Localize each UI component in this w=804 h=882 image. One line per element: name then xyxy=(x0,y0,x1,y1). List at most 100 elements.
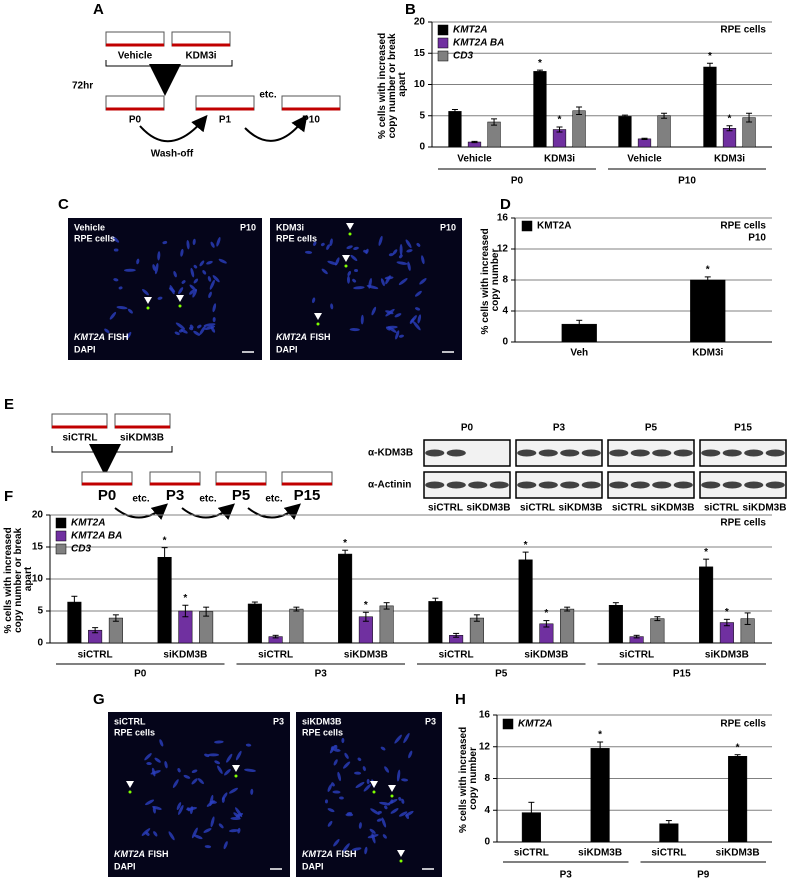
chromosome xyxy=(226,753,233,763)
chromosome xyxy=(404,810,414,817)
group-label: P3 xyxy=(560,870,573,881)
y-tick-label: 0 xyxy=(484,837,490,848)
chromosome xyxy=(360,314,364,325)
y-axis-label: % cells with increased copy number or br… xyxy=(3,525,34,634)
chromosome xyxy=(385,310,394,315)
chromosome xyxy=(333,839,340,847)
error-bar xyxy=(453,632,460,638)
legend-label: KMT2A xyxy=(518,719,552,730)
chromosome xyxy=(217,765,223,774)
passage: P15 xyxy=(294,487,321,504)
chromosome xyxy=(414,307,421,311)
chromosome xyxy=(191,769,198,774)
error-bar xyxy=(744,612,751,625)
chromosome xyxy=(353,286,365,290)
chromosome xyxy=(390,808,399,814)
chromosome xyxy=(113,278,119,282)
panel-label: D xyxy=(500,196,511,213)
arrowhead xyxy=(342,255,350,262)
blot-band xyxy=(609,481,629,489)
chromosome xyxy=(387,326,397,333)
error-bar xyxy=(633,634,640,639)
significance: * xyxy=(163,535,167,546)
chromosome xyxy=(169,285,175,295)
error-bar xyxy=(451,109,458,114)
image-label: RPE cells xyxy=(114,727,155,737)
bar xyxy=(448,111,462,148)
bar xyxy=(608,604,623,644)
y-tick-label: 4 xyxy=(484,805,490,816)
washoff: Wash-off xyxy=(151,149,194,160)
error-bar xyxy=(161,547,168,568)
chromosome xyxy=(384,805,388,810)
condition: siKDM3B xyxy=(120,433,164,444)
legend-label: KMT2A BA xyxy=(453,38,504,49)
image-label: RPE cells xyxy=(302,727,343,737)
chromosome xyxy=(350,254,358,262)
group-label: P15 xyxy=(673,669,691,680)
blot-band xyxy=(517,481,537,489)
chromosome xyxy=(245,743,252,747)
blot-band xyxy=(446,449,466,457)
etc: etc. xyxy=(259,90,276,101)
blot-band xyxy=(468,481,488,489)
chromosome xyxy=(396,261,408,265)
x-tick-label: siKDM3B xyxy=(163,650,207,661)
image-label: Vehicle xyxy=(74,222,105,232)
x-tick-label: siKDM3B xyxy=(578,848,622,859)
y-tick-label: 20 xyxy=(414,17,426,28)
chromosome xyxy=(351,847,362,851)
note: RPE cells xyxy=(720,25,766,36)
chromosome xyxy=(333,748,341,752)
lane-label: siCTRL xyxy=(520,503,555,514)
chromosome xyxy=(329,238,333,247)
x-tick-label: siCTRL xyxy=(258,650,293,661)
chromosome xyxy=(159,739,164,747)
chromosome xyxy=(346,811,353,815)
y-tick-label: 16 xyxy=(497,213,509,224)
image-probe: KMT2A FISH xyxy=(114,849,169,859)
chromosome xyxy=(396,769,401,782)
arrowhead xyxy=(346,223,354,230)
error-bar xyxy=(576,319,583,329)
chromosome xyxy=(398,796,402,801)
chromosome xyxy=(354,269,359,273)
chromosome xyxy=(331,782,335,787)
chromosome xyxy=(399,254,403,259)
chromosome xyxy=(304,250,313,254)
error-bar xyxy=(112,614,119,622)
chromosome xyxy=(168,831,175,841)
error-bar xyxy=(536,69,543,74)
chromosome xyxy=(112,236,120,243)
condition: Vehicle xyxy=(118,51,153,62)
image-probe: KMT2A FISH xyxy=(302,849,357,859)
chromosome xyxy=(191,778,198,785)
chromosome xyxy=(228,829,239,833)
bar xyxy=(728,756,748,843)
blot-band xyxy=(630,449,650,457)
chromosome xyxy=(405,239,412,249)
chromosome xyxy=(109,311,117,320)
chromosome xyxy=(186,807,191,812)
panel-label: B xyxy=(405,1,416,18)
chromosome xyxy=(193,330,200,336)
image-passage: P3 xyxy=(273,716,284,726)
chromosome xyxy=(414,290,422,297)
blot-passage: P0 xyxy=(461,423,474,434)
arrowhead xyxy=(126,781,134,788)
error-bar xyxy=(665,820,672,828)
chromosome xyxy=(341,737,345,744)
blot-band xyxy=(765,481,785,489)
chromosome xyxy=(189,326,194,331)
legend-label: CD3 xyxy=(453,51,473,62)
chromosome xyxy=(212,275,220,283)
image-passage: P10 xyxy=(440,222,456,232)
chromosome xyxy=(176,802,182,811)
chromosome xyxy=(363,249,368,253)
chromosome xyxy=(210,816,215,828)
chromosome xyxy=(371,306,377,316)
error-bar xyxy=(432,597,439,606)
fish-signal xyxy=(390,794,394,798)
blot-passage: P3 xyxy=(553,423,566,434)
chromosome xyxy=(342,843,350,853)
